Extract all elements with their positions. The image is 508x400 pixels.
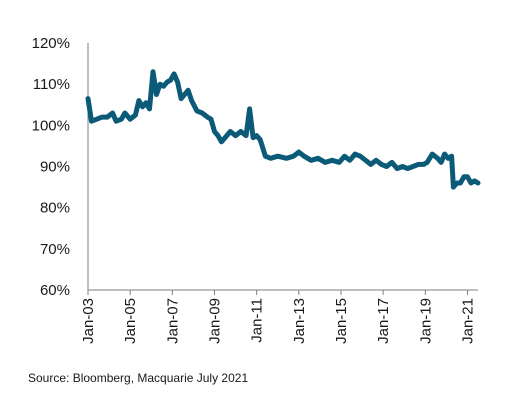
x-tick-label: Jan-09 (206, 298, 223, 344)
x-tick-label: Jan-19 (417, 298, 434, 344)
y-axis-labels: 60% 70% 80% 90% 100% 110% 120% (32, 35, 70, 299)
x-axis-ticks (87, 290, 468, 295)
y-tick-label: 90% (40, 159, 70, 176)
x-tick-label: Jan-13 (291, 298, 308, 344)
y-tick-label: 120% (32, 35, 70, 52)
series-line (85, 69, 481, 190)
x-tick-label: Jan-05 (122, 298, 139, 344)
x-tick-label: Jan-03 (80, 298, 97, 344)
y-tick-label: 80% (40, 200, 70, 217)
y-tick-label: 110% (33, 76, 70, 93)
source-note: Source: Bloomberg, Macquarie July 2021 (28, 371, 249, 385)
x-tick-label: Jan-11 (249, 298, 266, 343)
y-tick-label: 60% (40, 282, 70, 299)
x-axis-labels: Jan-03 Jan-05 Jan-07 Jan-09 Jan-11 Jan-13 Jan-… (80, 298, 476, 344)
x-tick-label: Jan-07 (164, 298, 181, 344)
x-tick-label: Jan-17 (375, 298, 392, 344)
y-tick-label: 70% (40, 241, 70, 258)
y-tick-label: 100% (32, 117, 70, 134)
x-tick-label: Jan-21 (459, 298, 476, 344)
x-tick-label: Jan-15 (333, 298, 350, 344)
